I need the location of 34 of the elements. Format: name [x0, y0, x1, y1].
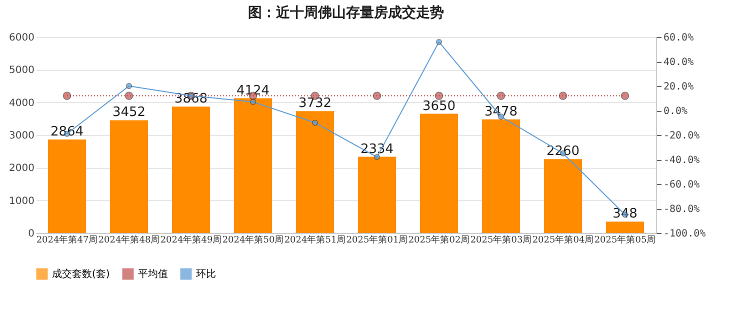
- legend-label: 平均值: [138, 268, 168, 280]
- legend-label: 成交套数(套): [52, 268, 110, 280]
- y-tick-label: 4000: [9, 98, 34, 109]
- y-tick-label: 2000: [9, 163, 34, 174]
- y2-tick-label: 20.0%: [664, 82, 694, 92]
- y2-tick-label: -20.0%: [664, 130, 700, 142]
- x-tick-label: 2024年第49周: [160, 234, 222, 246]
- x-tick-label: 2025年第03周: [470, 234, 532, 246]
- y2-tick-label: 40.0%: [664, 57, 694, 68]
- y2-tick-label: -100.0%: [664, 228, 706, 240]
- x-tick-label: 2024年第51周: [284, 234, 346, 246]
- x-tick-label: 2025年第01周: [346, 234, 408, 246]
- x-tick-label: 2024年第48周: [98, 234, 160, 246]
- data-label: 3732: [298, 96, 332, 112]
- y2-tick-label: -80.0%: [664, 204, 700, 215]
- x-tick-label: 2024年第50周: [222, 234, 284, 246]
- x-tick-label: 2024年第47周: [36, 234, 98, 246]
- chart-title: 图：近十周佛山存量房成交走势: [248, 4, 444, 21]
- y2-tick-label: 0.0%: [664, 106, 688, 117]
- x-tick-label: 2025年第02周: [408, 234, 470, 246]
- data-label: 4124: [236, 83, 270, 98]
- x-tick-label: 2025年第04周: [532, 234, 594, 246]
- y2-tick-label: 60.0%: [664, 32, 694, 44]
- y-tick-label: 1000: [9, 196, 34, 207]
- x-tick-label: 2025年第05周: [594, 234, 656, 246]
- y-tick-label: 3000: [9, 130, 34, 142]
- y2-tick-label: -40.0%: [664, 155, 700, 166]
- y2-tick-label: -60.0%: [664, 180, 700, 190]
- legend-label: 环比: [196, 268, 216, 280]
- y-tick-label: 5000: [9, 65, 34, 76]
- data-label: 3452: [112, 105, 146, 120]
- data-label: 3650: [422, 98, 456, 114]
- y-tick-label: 6000: [9, 32, 34, 44]
- y-tick-label: 0: [28, 228, 34, 240]
